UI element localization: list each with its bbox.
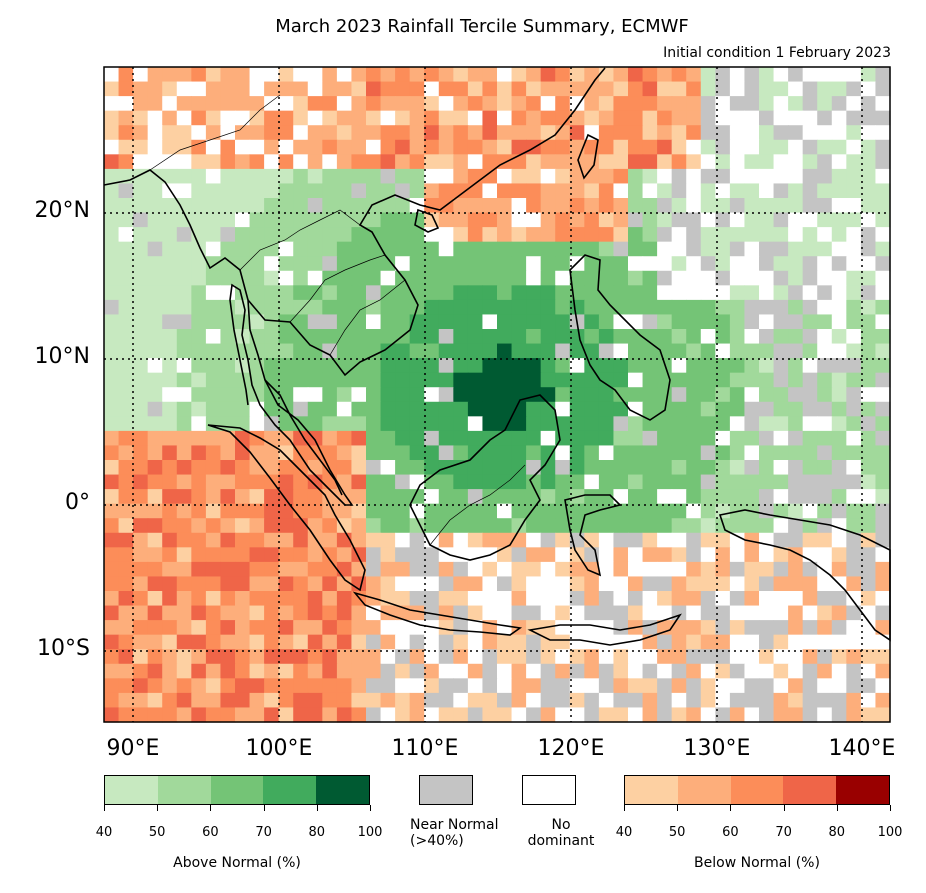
colorbar-tickmark: [836, 805, 838, 811]
coastline-hainan: [414, 208, 440, 233]
map-title: March 2023 Rainfall Tercile Summary, ECM…: [275, 16, 689, 37]
initial-condition-label: Initial condition 1 February 2023: [663, 45, 891, 61]
colorbar-tickmark: [677, 805, 679, 811]
below-normal-colorbar: [624, 775, 890, 805]
coastline-nusa-tenggara: [527, 613, 682, 646]
coastline-new-guinea: [718, 509, 891, 642]
coastline-taiwan: [577, 133, 599, 180]
coastline-java: [352, 591, 523, 636]
colorbar-tick-label: 100: [357, 825, 383, 840]
colorbar-tickmark: [104, 805, 105, 811]
no-dominant-label-line1: No: [551, 817, 571, 833]
no-dominant-swatch: [522, 775, 576, 805]
colorbar-cell: [677, 776, 731, 804]
coastline-philippines: [569, 254, 671, 421]
lon-tick-100e: 100°E: [245, 736, 313, 761]
colorbar-tick-label: 60: [202, 825, 219, 840]
graticule: [104, 67, 890, 722]
coastline-malay-peninsula: [264, 379, 343, 496]
lon-tick-140e: 140°E: [828, 736, 896, 761]
colorbar-tickmark: [730, 805, 732, 811]
lat-tick-10n: 10°N: [34, 344, 90, 369]
below-normal-label: Below Normal (%): [694, 855, 820, 871]
tercile-map: [103, 66, 891, 723]
colorbar-tick-label: 80: [308, 825, 326, 840]
map-frame: [103, 66, 891, 723]
colorbar-tick-label: 70: [255, 825, 272, 840]
lat-tick-0: 0°: [65, 490, 90, 515]
colorbar-tick-label: 100: [877, 825, 903, 840]
near-normal-label-line1: Near Normal: [410, 817, 499, 833]
colorbar-tickmark: [624, 805, 625, 811]
colorbar-tick-label: 60: [722, 825, 739, 840]
coastline-sulawesi: [564, 494, 622, 577]
colorbar-cell: [836, 776, 889, 804]
colorbar-cell: [783, 776, 837, 804]
colorbar-tickmark: [263, 805, 265, 811]
lon-tick-110e: 110°E: [391, 736, 459, 761]
above-normal-colorbar: [104, 775, 370, 805]
above-normal-label: Above Normal (%): [173, 855, 301, 871]
coastline-sumatra: [207, 424, 366, 592]
colorbar-tickmark: [370, 805, 371, 811]
colorbar-tickmark: [157, 805, 159, 811]
colorbar-cell: [625, 776, 678, 804]
colorbar-tick-label: 40: [615, 825, 633, 840]
colorbar-tick-label: 80: [828, 825, 846, 840]
near-normal-label: Near Normal (>40%): [410, 817, 530, 849]
lon-tick-90e: 90°E: [106, 736, 160, 761]
coastline-mainland: [103, 169, 354, 506]
colorbar-cell: [316, 776, 369, 804]
colorbar-tickmark: [316, 805, 318, 811]
colorbar-cell: [210, 776, 264, 804]
lon-tick-130e: 130°E: [683, 736, 751, 761]
country-borders: [149, 94, 526, 546]
tercile-grid: [104, 67, 891, 723]
colorbar-tickmark: [890, 805, 891, 811]
colorbar-tick-label: 50: [148, 825, 166, 840]
coastline-borneo: [409, 394, 561, 561]
colorbar-tick-label: 50: [668, 825, 686, 840]
colorbar-cell: [730, 776, 784, 804]
near-normal-swatch: [419, 775, 473, 805]
colorbar-tick-label: 70: [775, 825, 792, 840]
colorbar-cell: [157, 776, 211, 804]
colorbar-tickmark: [783, 805, 785, 811]
lon-tick-120e: 120°E: [537, 736, 605, 761]
lat-tick-20n: 20°N: [34, 198, 90, 223]
no-dominant-label-line2: dominant: [527, 833, 595, 849]
colorbar-cell: [263, 776, 317, 804]
lat-tick-10s: 10°S: [37, 636, 90, 661]
colorbar-tickmark: [210, 805, 212, 811]
near-normal-label-line2: (>40%): [410, 833, 464, 849]
colorbar-cell: [105, 776, 158, 804]
no-dominant-label: No dominant: [515, 817, 607, 849]
colorbar-tick-label: 40: [95, 825, 113, 840]
